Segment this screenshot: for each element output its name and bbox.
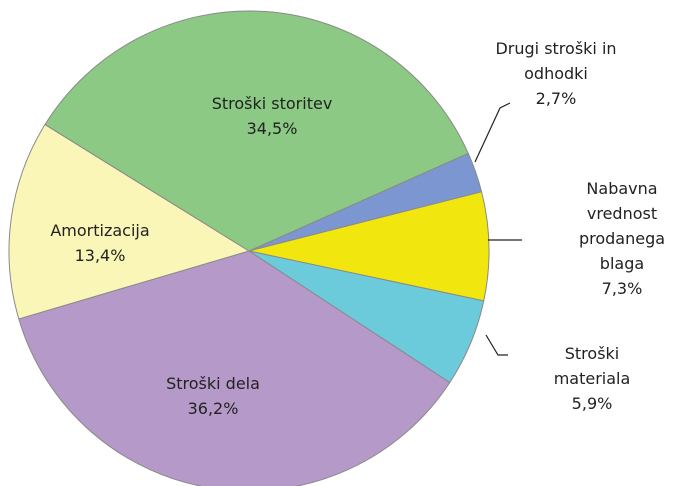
category-label: Stroški materiala: [553, 344, 631, 388]
value-label: 5,9%: [571, 394, 613, 413]
category-label: Stroški storitev: [211, 94, 333, 113]
slice-label: Stroški materiala 5,9%: [544, 341, 641, 416]
value-label: 7,3%: [601, 279, 643, 298]
category-label: Amortizacija: [50, 221, 150, 240]
slice-label: Stroški storitev 34,5%: [212, 91, 333, 141]
value-label: 13,4%: [74, 246, 126, 265]
pie-slice: [8, 123, 251, 320]
pie-slice: [18, 250, 451, 486]
value-label: 36,2%: [187, 399, 239, 418]
pie-slice: [248, 191, 490, 302]
category-label: Drugi stroški in odhodki: [495, 39, 617, 83]
pie-slice: [44, 10, 469, 252]
slice-label: Amortizacija 13,4%: [50, 218, 149, 268]
category-label: Stroški dela: [166, 374, 260, 393]
value-label: 2,7%: [535, 89, 577, 108]
slice-label: Stroški dela 36,2%: [166, 371, 260, 421]
category-label: Nabavna vrednost prodanega blaga: [578, 179, 666, 273]
slice-label: Drugi stroški in odhodki 2,7%: [495, 36, 616, 111]
value-label: 34,5%: [246, 119, 298, 138]
slice-label: Nabavna vrednost prodanega blaga 7,3%: [579, 176, 665, 301]
leader-line: [485, 334, 508, 356]
leader-line: [474, 102, 511, 163]
